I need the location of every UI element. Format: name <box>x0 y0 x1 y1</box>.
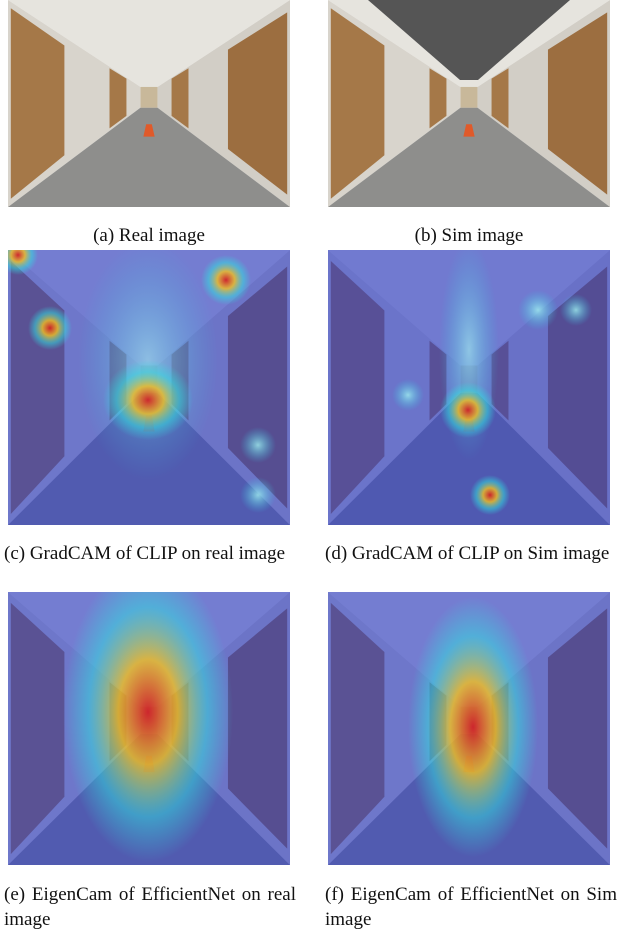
sim-image <box>328 0 610 207</box>
figure: (a) Real image (b) Sim image (c) GradCAM… <box>0 0 618 934</box>
page: Figure {"panels": [ {"caption": "(a) Rea… <box>0 0 618 934</box>
gradcam-sim <box>328 250 610 525</box>
caption: (b) Sim image <box>328 223 610 248</box>
caption: (a) Real image <box>8 223 290 248</box>
real-image <box>8 0 290 207</box>
caption: (c) GradCAM of CLIP on real image <box>4 541 296 566</box>
caption: (f) EigenCam of EfficientNet on Sim imag… <box>325 882 617 932</box>
caption: (e) EigenCam of EfficientNet on real ima… <box>4 882 296 932</box>
eigencam-real <box>8 592 290 865</box>
eigencam-sim <box>328 592 610 865</box>
caption: (d) GradCAM of CLIP on Sim image <box>325 541 617 566</box>
gradcam-real <box>8 250 290 525</box>
